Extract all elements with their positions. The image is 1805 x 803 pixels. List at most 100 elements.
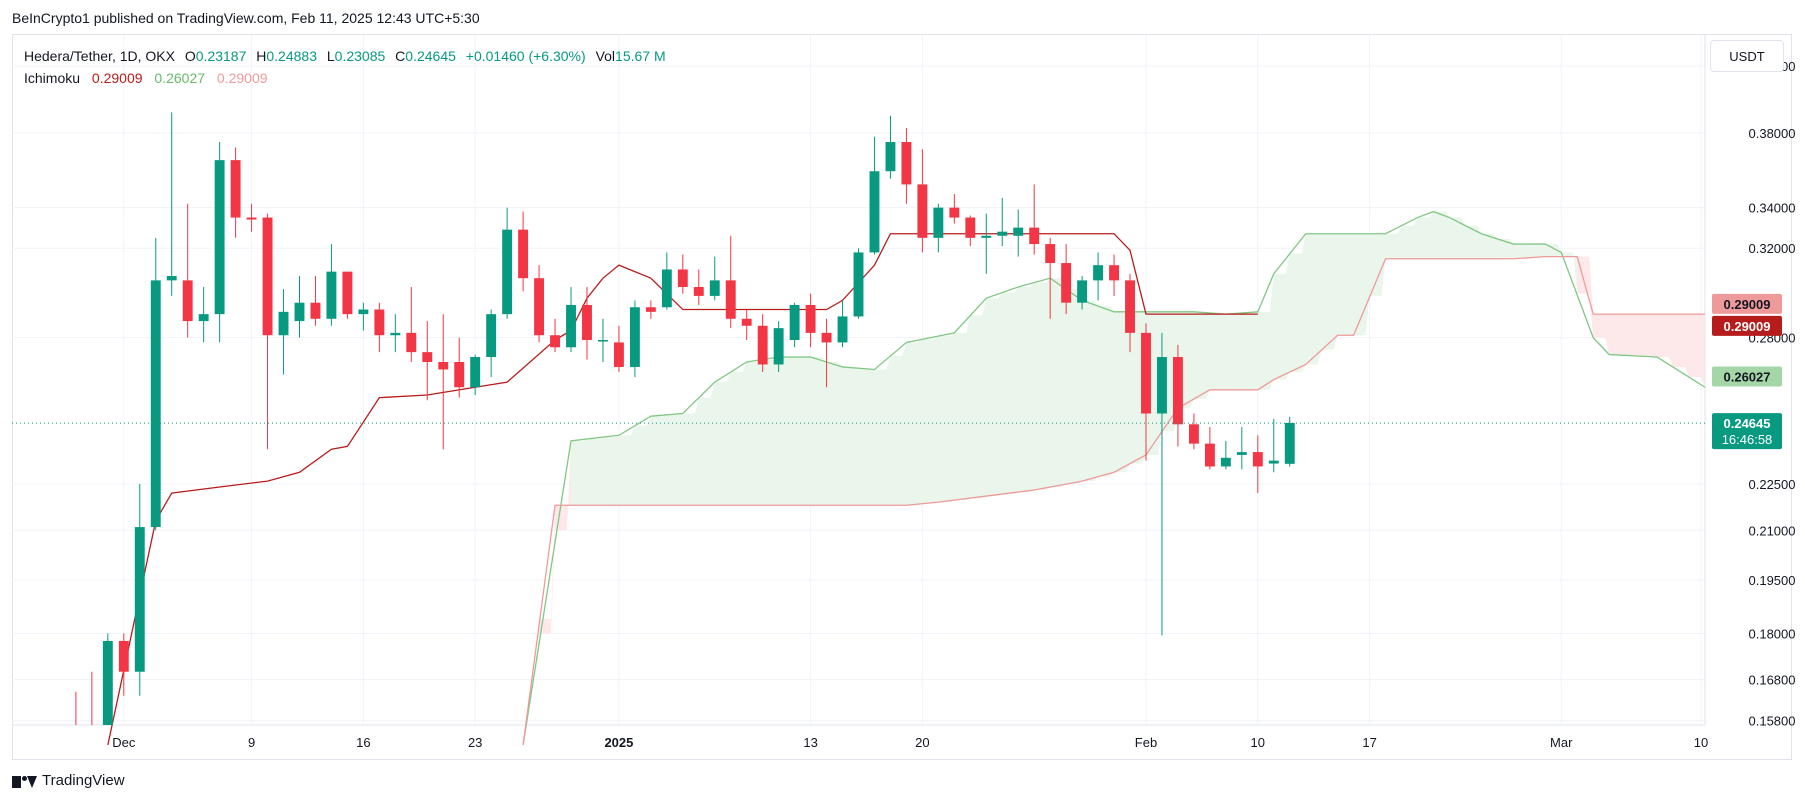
- symbol-title[interactable]: Hedera/Tether, 1D, OKX: [24, 48, 175, 64]
- candle-up: [198, 314, 209, 322]
- candle-up: [1236, 452, 1247, 455]
- candle-down: [1172, 357, 1183, 425]
- price-badge: [1712, 366, 1782, 387]
- ichimoku-value-3: 0.29009: [216, 70, 268, 86]
- candle-up: [1013, 227, 1024, 236]
- candle-up: [358, 309, 369, 315]
- time-tick-label: 23: [468, 735, 482, 750]
- candle-up: [470, 357, 481, 388]
- candle-down: [613, 342, 624, 367]
- candle-down: [246, 217, 257, 220]
- price-badge-label: 0.24645: [1724, 416, 1771, 431]
- candle-down: [406, 332, 417, 353]
- candle-down: [1252, 452, 1263, 467]
- time-tick-label: Feb: [1135, 735, 1157, 750]
- candle-down: [757, 325, 768, 365]
- candle-down: [821, 332, 832, 343]
- candle-up: [869, 171, 880, 253]
- candle-up: [502, 229, 513, 315]
- candle-down: [805, 304, 816, 333]
- candle-down: [310, 302, 321, 319]
- time-tick-label: 17: [1362, 735, 1376, 750]
- publish-info: BeInCrypto1 published on TradingView.com…: [12, 10, 480, 26]
- open-label: O: [184, 48, 196, 64]
- high-label: H: [256, 48, 267, 64]
- candle-down: [645, 307, 656, 312]
- candle-up: [853, 252, 864, 317]
- candle-down: [374, 309, 385, 336]
- candle-up: [885, 142, 896, 172]
- candle-up: [134, 527, 145, 672]
- countdown-label: 16:46:58: [1722, 432, 1773, 447]
- price-tick-label: 0.22500: [1749, 477, 1796, 492]
- candle-up: [390, 332, 401, 336]
- candle-up: [150, 280, 161, 528]
- candle-down: [534, 278, 545, 336]
- indicator-row: Ichimoku 0.29009 0.26027 0.29009: [24, 67, 666, 89]
- price-badge: [1712, 413, 1782, 450]
- candle-down: [693, 286, 704, 296]
- price-tick-label: 0.19500: [1749, 573, 1796, 588]
- price-badge-label: 0.26027: [1724, 370, 1771, 385]
- time-axis: Dec 9 16 23 2025 13 20 Feb 10 17 Mar 10: [112, 735, 1708, 750]
- candle-down: [422, 352, 433, 362]
- close-label: C: [395, 48, 406, 64]
- ohlc-row: Hedera/Tether, 1D, OKX O0.23187 H0.24883…: [24, 45, 666, 67]
- low-label: L: [326, 48, 335, 64]
- vol-label: Vol: [595, 48, 616, 64]
- time-tick-label: Dec: [112, 735, 136, 750]
- candle-up: [278, 311, 289, 336]
- vol-value: 15.67 M: [615, 48, 666, 64]
- footer: TradingView: [12, 772, 125, 789]
- candle-up: [773, 328, 784, 365]
- candle-down: [182, 280, 193, 322]
- price-tick-label: 0.18000: [1749, 626, 1796, 641]
- candle-up: [933, 207, 944, 238]
- candles: [75, 112, 1295, 725]
- candle-down: [965, 217, 976, 238]
- time-tick-label: 13: [803, 735, 817, 750]
- tradingview-logo-icon: [12, 774, 37, 788]
- time-tick-label: 16: [356, 735, 370, 750]
- candle-up: [1268, 460, 1279, 464]
- candle-up: [294, 302, 305, 322]
- price-tick-label: 0.38000: [1749, 126, 1796, 141]
- candle-down: [725, 280, 736, 319]
- tenkan-line: [107, 233, 1258, 746]
- candle-up: [566, 304, 576, 348]
- price-tick-label: 0.34000: [1749, 201, 1796, 216]
- candle-down: [677, 269, 688, 287]
- candle-up: [997, 231, 1008, 236]
- candle-down: [917, 184, 928, 238]
- price-badge-label: 0.29009: [1724, 319, 1771, 334]
- candle-down: [582, 304, 592, 341]
- price-axis: 0.420000.380000.340000.320000.280000.225…: [1749, 59, 1796, 729]
- chart-frame: [12, 34, 1792, 760]
- candle-down: [438, 361, 449, 370]
- price-tick-label: 0.15800: [1749, 714, 1796, 729]
- candle-down: [550, 335, 560, 348]
- price-tick-label: 0.16800: [1749, 673, 1796, 688]
- candle-down: [1141, 332, 1151, 414]
- currency-button[interactable]: USDT: [1710, 40, 1784, 72]
- candle-down: [230, 160, 241, 218]
- price-badge-label: 0.29009: [1724, 297, 1771, 312]
- candle-down: [262, 217, 273, 336]
- candle-down: [118, 640, 129, 672]
- candle-down: [1045, 244, 1056, 264]
- candle-up: [981, 235, 992, 238]
- candle-up: [661, 269, 672, 308]
- candle-down: [1204, 443, 1215, 467]
- time-tick-label: 20: [915, 735, 929, 750]
- candle-up: [629, 307, 640, 367]
- candle-up: [789, 304, 800, 341]
- ichimoku-value-2: 0.26027: [154, 70, 206, 86]
- time-tick-label: 9: [248, 735, 255, 750]
- candle-up: [1284, 422, 1295, 464]
- change-value: +0.01460 (+6.30%): [465, 48, 586, 64]
- indicator-name[interactable]: Ichimoku: [24, 70, 81, 86]
- open-value: 0.23187: [195, 48, 247, 64]
- chart-legend: Hedera/Tether, 1D, OKX O0.23187 H0.24883…: [24, 45, 666, 89]
